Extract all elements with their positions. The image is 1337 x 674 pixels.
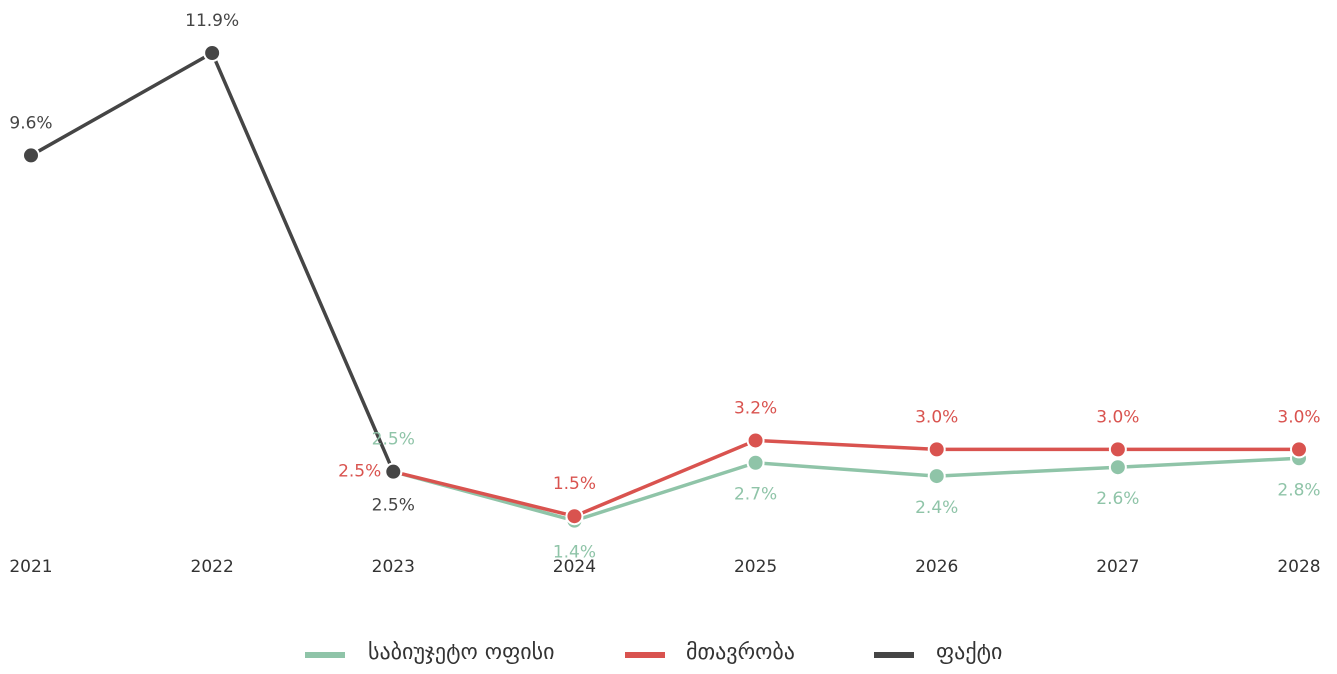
data-label: 2.6% xyxy=(1096,489,1139,509)
data-label: 2.5% xyxy=(372,496,415,516)
data-label: 9.6% xyxy=(9,113,52,133)
data-point xyxy=(203,43,222,62)
data-label: 3.0% xyxy=(1277,407,1320,427)
series-line xyxy=(392,456,1300,523)
data-point xyxy=(22,146,40,165)
data-label: 2.4% xyxy=(915,498,958,518)
x-tick-label: 2026 xyxy=(915,557,958,577)
data-label: 2.8% xyxy=(1277,480,1320,500)
data-label: 1.4% xyxy=(553,543,596,563)
data-point xyxy=(384,462,403,481)
data-point xyxy=(927,440,946,459)
data-label: 3.0% xyxy=(915,407,958,427)
legend-label: ფაქტი xyxy=(936,640,1002,665)
series-line xyxy=(392,438,1299,519)
x-tick-label: 2023 xyxy=(372,557,415,577)
data-point xyxy=(746,431,765,450)
data-point xyxy=(927,467,946,486)
series-line xyxy=(30,50,395,473)
data-label: 11.9% xyxy=(185,11,239,31)
data-label: 3.0% xyxy=(1096,407,1139,427)
data-point xyxy=(1290,440,1308,459)
data-label: 3.2% xyxy=(734,398,777,418)
x-tick-label: 2025 xyxy=(734,557,777,577)
x-tick-label: 2028 xyxy=(1277,557,1320,577)
x-tick-label: 2022 xyxy=(191,557,234,577)
data-point xyxy=(1108,458,1127,477)
legend-label: მთავრობა xyxy=(686,640,795,665)
data-point xyxy=(565,507,584,526)
data-label: 2.5% xyxy=(338,462,381,482)
legend: საბიუჯეტო ოფისი მთავრობა ფაქტი xyxy=(305,640,1002,665)
data-label: 2.5% xyxy=(372,430,415,450)
data-label: 1.5% xyxy=(553,474,596,494)
x-tick-label: 2021 xyxy=(9,557,52,577)
x-tick-label: 2027 xyxy=(1096,557,1139,577)
legend-label: საბიუჯეტო ოფისი xyxy=(368,640,555,665)
data-label: 2.7% xyxy=(734,485,777,505)
x-tick-label: 2024 xyxy=(553,557,596,577)
data-point xyxy=(746,453,765,472)
data-point xyxy=(1108,440,1127,459)
